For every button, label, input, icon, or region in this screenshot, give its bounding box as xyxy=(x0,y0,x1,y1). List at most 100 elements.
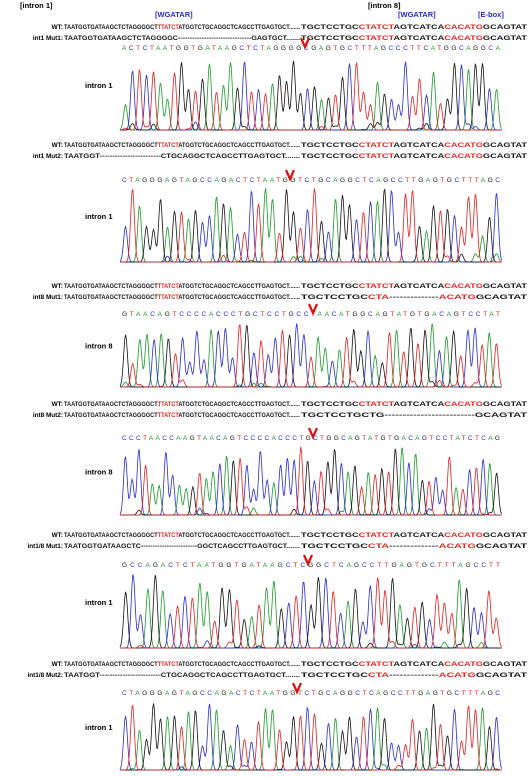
base: T xyxy=(238,311,242,318)
sequence: TAATGGTGATAAGCTCTAGGGGCTTTATCTATGGTCTGCA… xyxy=(64,412,300,419)
base: G xyxy=(198,45,203,52)
sequence-segment: CTATCT xyxy=(359,153,395,160)
sequence-segment: GCAGTAT xyxy=(483,153,527,160)
base: A xyxy=(270,177,275,184)
base: G xyxy=(306,435,311,442)
base: C xyxy=(296,311,301,318)
base: A xyxy=(400,562,405,569)
sequence-segment: CTA xyxy=(368,672,390,679)
base: C xyxy=(430,562,435,569)
row-label: int1 Mut1: xyxy=(33,35,63,42)
base: A xyxy=(458,562,463,569)
base: A xyxy=(136,311,141,318)
base: T xyxy=(405,177,409,184)
sequence-segment: AGTCATCA xyxy=(393,283,444,290)
base: T xyxy=(384,562,388,569)
base: T xyxy=(462,311,466,318)
base: G xyxy=(394,435,399,442)
base: C xyxy=(423,45,428,52)
base: G xyxy=(444,45,449,52)
base: C xyxy=(187,311,192,318)
base: C xyxy=(223,311,228,318)
base: G xyxy=(192,690,197,697)
base: A xyxy=(432,311,437,318)
base: G xyxy=(381,45,386,52)
sequence-segment: ATGGTCTGCAGGCTCAGCCTTGAGTGCT....... xyxy=(178,24,300,31)
row-label: WT: xyxy=(52,283,63,290)
base: T xyxy=(403,311,407,318)
sequence-segment: TTATCT xyxy=(158,24,179,31)
base: T xyxy=(377,562,381,569)
sequence-segment: ATGGTCTGCAGGCTCAGCCTTGAGTGCT....... xyxy=(178,401,300,408)
sequence: TAATGGTGATAAGCTC------------------------… xyxy=(64,543,300,550)
base: C xyxy=(368,311,373,318)
base: T xyxy=(312,177,316,184)
base: A xyxy=(214,690,219,697)
base: G xyxy=(172,177,177,184)
base: T xyxy=(445,562,449,569)
base: T xyxy=(417,45,421,52)
base: G xyxy=(296,45,301,52)
base: C xyxy=(267,311,272,318)
base: G xyxy=(308,562,313,569)
sequence-segment: TGCTCCTGC xyxy=(301,532,359,539)
base: T xyxy=(237,435,241,442)
base: A xyxy=(466,45,471,52)
sequence-segment: TGCTCCTGC xyxy=(301,35,359,42)
base: A xyxy=(218,45,223,52)
base: G xyxy=(433,690,438,697)
sequence: TGCTCCTGC CTATCT AGTCATCA CACATG GCAGTAT xyxy=(301,153,527,160)
base: C xyxy=(253,311,258,318)
sequence-segment: GCAGTAT xyxy=(476,294,527,301)
base: G xyxy=(289,311,294,318)
sequence-segment: AGTCATCA xyxy=(393,661,444,668)
sequence-segment: TGCTCCTGC xyxy=(301,153,359,160)
base: C xyxy=(216,311,221,318)
base: C xyxy=(391,177,396,184)
base: A xyxy=(165,177,170,184)
base: T xyxy=(437,45,441,52)
base: A xyxy=(319,45,324,52)
base: C xyxy=(136,435,141,442)
base: C xyxy=(326,690,331,697)
sequence-segment: TAATGGTGATAAGCTCTAGGGGCT xyxy=(64,294,158,301)
base: G xyxy=(289,45,294,52)
base: G xyxy=(334,435,339,442)
base: C xyxy=(495,177,500,184)
chromatogram-trace xyxy=(119,703,502,771)
base: C xyxy=(398,690,403,697)
sequence-segment: TAATGGT------------------------CTGCAGGCT… xyxy=(64,153,300,160)
base: A xyxy=(368,435,373,442)
sequence-segment: GCAGTAT xyxy=(476,543,527,550)
base: G xyxy=(348,177,353,184)
base: C xyxy=(339,562,344,569)
base: T xyxy=(374,435,378,442)
base: A xyxy=(375,311,380,318)
base: T xyxy=(299,435,303,442)
sequence: TGCTCCTGC CTATCT AGTCATCA CACATG GCAGTAT xyxy=(301,661,527,668)
base: C xyxy=(495,690,500,697)
base: T xyxy=(129,177,133,184)
sequence: TGCTCCTGC CTATCT AGTCATCA CACATG GCAGTAT xyxy=(301,401,527,408)
base: G xyxy=(157,177,162,184)
chromatogram-trace xyxy=(120,577,502,649)
base: G xyxy=(451,45,456,52)
base: T xyxy=(483,311,487,318)
base: C xyxy=(341,435,346,442)
sequence-segment: TTATCT xyxy=(158,142,179,149)
base: G xyxy=(311,45,316,52)
base: A xyxy=(333,690,338,697)
row-label: int1/8 Mut1: xyxy=(27,543,63,550)
base: C xyxy=(396,45,401,52)
chromatogram-trace xyxy=(120,188,502,263)
base: G xyxy=(447,177,452,184)
base: T xyxy=(179,690,183,697)
base: A xyxy=(496,45,501,52)
sequence-segment: TAATGGTGATAAGCTCTAGGGGC-----------------… xyxy=(64,35,300,42)
sequence: TGCTCCTGC CTA -------------- ACATG GCAGTAT xyxy=(301,294,527,301)
base: G xyxy=(318,690,323,697)
base: C xyxy=(130,562,135,569)
base: C xyxy=(304,45,309,52)
